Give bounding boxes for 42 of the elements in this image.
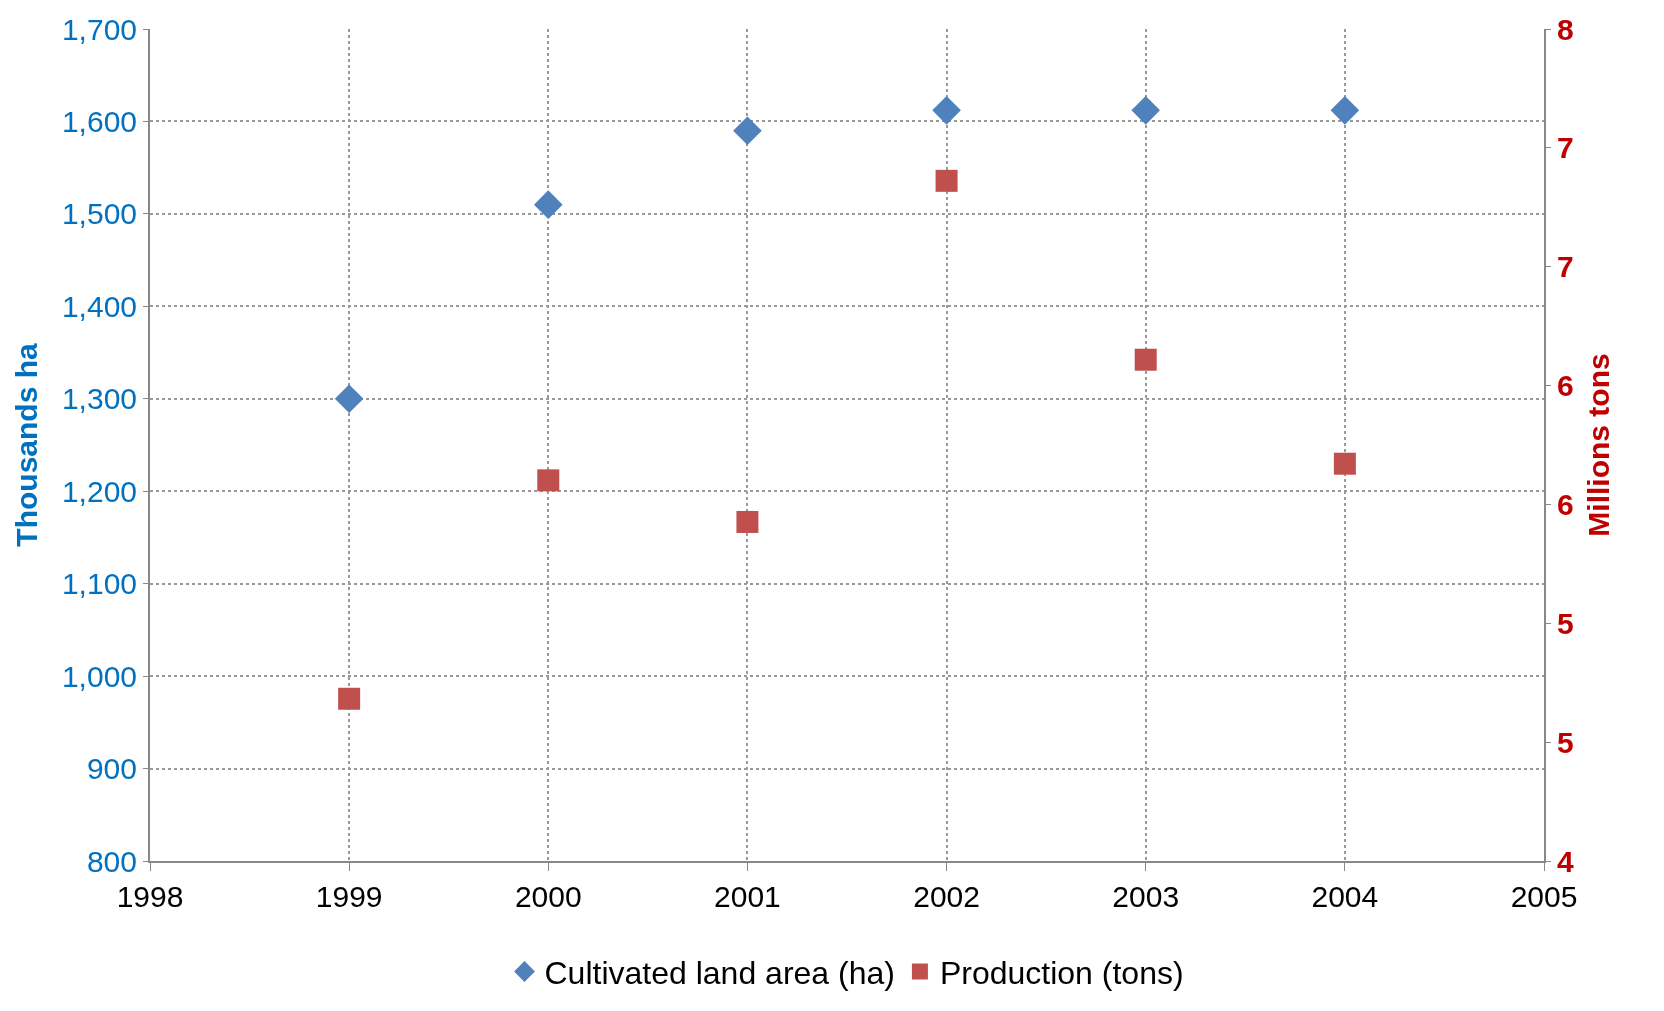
y2-tick-label: 5 [1557,606,1574,640]
point [1333,452,1356,475]
y2-tick-label: 8 [1557,12,1574,46]
point [533,190,563,219]
point [537,469,560,492]
y-tick-label: 1,100 [61,567,137,601]
x-tick-label: 2002 [913,880,980,913]
y-tick-label: 1,400 [61,289,137,323]
point [736,510,759,533]
legend-label: Cultivated land area (ha) [544,954,895,991]
point [338,687,361,710]
point [932,96,961,125]
point [1134,348,1157,371]
y2-tick-label: 7 [1557,250,1574,284]
y-tick-label: 800 [86,844,137,878]
y-tick-label: 1,000 [61,659,137,693]
point [334,384,364,414]
y-tick-label: 1,700 [61,12,137,46]
point [1330,96,1360,125]
y-tick-label: 1,600 [61,104,137,138]
x-tick-label: 2005 [1510,880,1578,913]
x-tick-label: 1999 [315,880,383,913]
x-tick-label: 1998 [116,880,184,913]
y2-tick-label: 7 [1557,131,1574,165]
point [935,169,958,192]
x-tick-label: 2001 [714,880,781,913]
point [733,116,762,145]
x-tick-label: 2003 [1112,880,1180,913]
x-tick-label: 2000 [514,880,582,913]
y-tick-label: 1,500 [61,197,137,231]
y2-tick-label: 6 [1557,487,1574,521]
y-tick-label: 1,200 [61,474,137,508]
x-tick-label: 2004 [1311,880,1379,913]
y-tick-label: 900 [86,752,137,786]
y2-tick-label: 4 [1557,844,1574,878]
point [1131,96,1161,125]
y2-axis-title: Millions tons [1582,353,1615,537]
y2-tick-label: 5 [1557,725,1574,759]
y-axis-title: Thousands ha [10,343,44,547]
y-tick-label: 1,300 [61,382,137,416]
y2-tick-label: 6 [1557,369,1574,403]
legend-label: Production (tons) [939,954,1184,991]
